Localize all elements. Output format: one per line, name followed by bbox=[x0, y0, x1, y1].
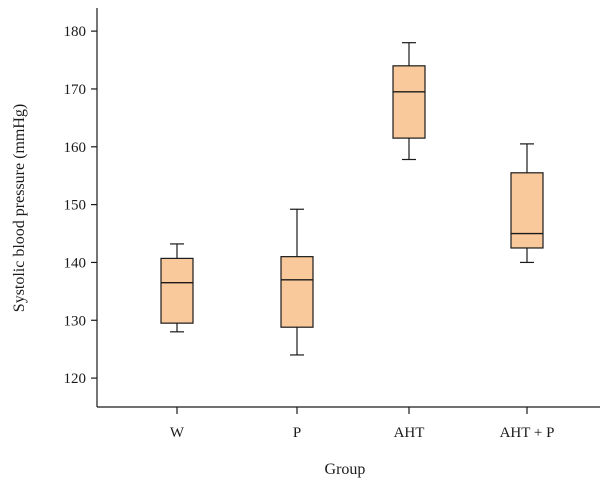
y-tick-label: 150 bbox=[64, 198, 87, 214]
iqr-box bbox=[392, 65, 426, 139]
iqr-box bbox=[160, 257, 194, 324]
box-group bbox=[392, 42, 426, 161]
box-group bbox=[510, 143, 544, 264]
axes bbox=[96, 8, 600, 408]
iqr-box bbox=[510, 172, 544, 249]
x-ticks: W P AHT AHT + P bbox=[170, 407, 555, 441]
x-tick-label: W bbox=[170, 425, 185, 441]
y-ticks: 120 130 140 150 160 170 180 bbox=[64, 24, 97, 387]
y-tick-label: 180 bbox=[64, 24, 87, 40]
box-group bbox=[160, 243, 194, 333]
box-group bbox=[280, 208, 314, 356]
x-tick-label: P bbox=[293, 425, 301, 441]
iqr-box bbox=[280, 256, 314, 328]
y-tick-label: 120 bbox=[64, 371, 87, 387]
y-tick-label: 130 bbox=[64, 313, 87, 329]
y-tick-label: 160 bbox=[64, 140, 87, 156]
y-tick-label: 170 bbox=[64, 82, 87, 98]
plot-area bbox=[160, 42, 544, 356]
x-axis-title: Group bbox=[325, 461, 366, 478]
y-tick-label: 140 bbox=[64, 255, 87, 271]
x-tick-label: AHT + P bbox=[500, 425, 555, 441]
y-axis-title: Systolic blood pressure (mmHg) bbox=[11, 104, 28, 312]
x-tick-label: AHT bbox=[394, 425, 425, 441]
